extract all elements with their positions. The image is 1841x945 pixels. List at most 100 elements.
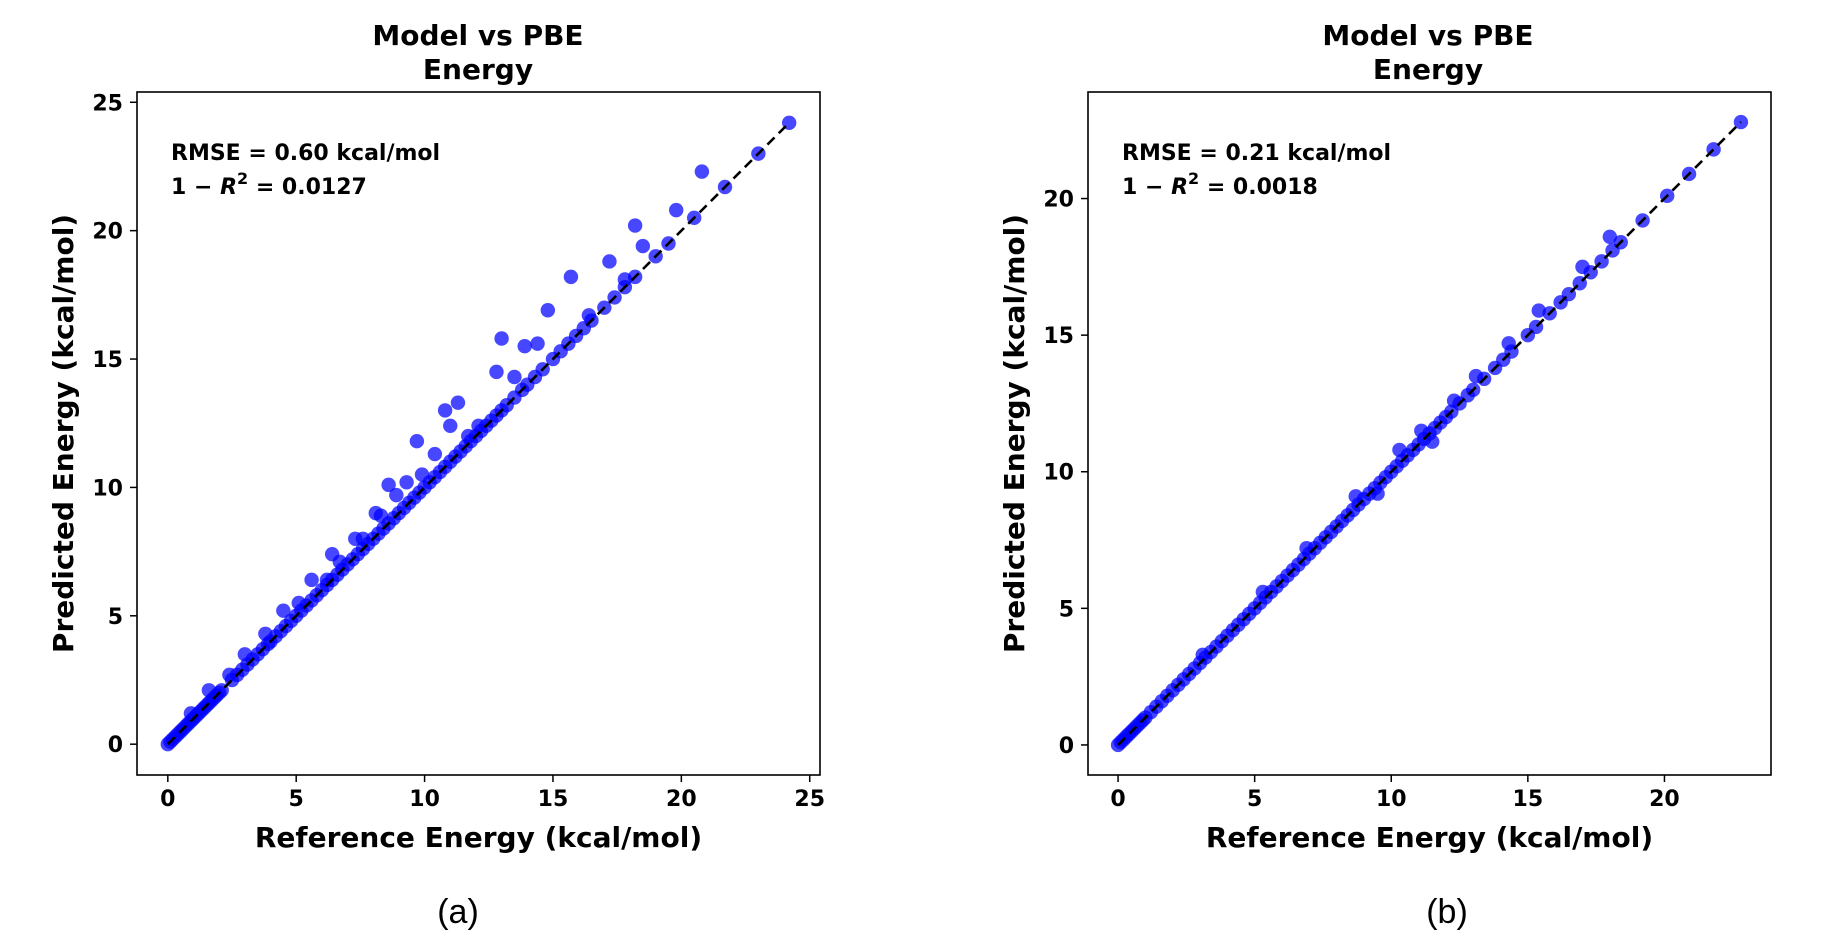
data-point-b [1468, 368, 1484, 384]
x-axis-label-a: Reference Energy (kcal/mol) [255, 821, 702, 854]
data-point-b [1414, 423, 1429, 438]
plot-frame-b [1087, 91, 1772, 776]
x-tick-label-b-0: 0 [1110, 787, 1125, 812]
data-point-b [1575, 259, 1590, 275]
data-point-a [381, 477, 396, 493]
y-tick-label-b-4: 20 [1043, 188, 1074, 213]
data-point-a [461, 428, 476, 444]
r2-superscript: 2 [237, 169, 248, 188]
data-point-b [1392, 442, 1407, 458]
data-point-b [1195, 647, 1210, 662]
y-tick-label-a-3: 15 [92, 348, 123, 373]
panel-caption-b: (b) [1426, 893, 1468, 931]
data-point-a [237, 647, 253, 662]
data-point-a [183, 706, 199, 721]
data-point-a [437, 403, 453, 418]
chart-subtitle-b: Energy [1373, 53, 1483, 86]
data-point-a [694, 164, 710, 179]
data-point-a [627, 218, 643, 233]
data-point-a [450, 395, 466, 410]
data-point-a [389, 487, 404, 503]
data-point-a [507, 369, 522, 385]
data-point-a [414, 467, 430, 482]
r2-variable: R [1171, 175, 1188, 200]
y-tick-label-b-3: 15 [1043, 324, 1074, 349]
data-point-a [617, 272, 633, 287]
data-point-a [471, 418, 486, 433]
data-point-a [304, 572, 319, 588]
x-axis-label-b: Reference Energy (kcal/mol) [1206, 821, 1653, 854]
data-point-b [1370, 486, 1385, 501]
y-tick-label-a-1: 5 [108, 605, 123, 630]
rmse-annotation-a: RMSE = 0.60 kcal/mol [171, 141, 440, 166]
data-point-a [332, 554, 348, 570]
data-point-a [563, 269, 579, 285]
data-point-a [540, 303, 556, 318]
data-point-a [494, 331, 509, 346]
chart-subtitle-a: Energy [423, 53, 533, 86]
data-point-a [222, 667, 237, 683]
data-point-b [1531, 303, 1546, 318]
data-point-a [489, 364, 504, 380]
y-axis-label-b: Predicted Energy (kcal/mol) [998, 214, 1031, 653]
data-point-b [1299, 541, 1314, 556]
y-axis-label-a: Predicted Energy (kcal/mol) [47, 214, 80, 653]
y-tick-label-b-1: 5 [1059, 597, 1074, 622]
chart-title-a: Model vs PBE [372, 19, 583, 52]
data-point-a [530, 336, 545, 351]
y-tick-label-b-0: 0 [1059, 734, 1074, 759]
data-point-b [1255, 584, 1271, 600]
identity-line-b [1117, 121, 1742, 746]
data-point-b [1425, 434, 1440, 449]
x-tick-label-b-4: 20 [1649, 787, 1680, 812]
data-point-a [581, 308, 597, 323]
y-tick-label-b-2: 10 [1043, 461, 1074, 486]
data-point-b [1501, 336, 1516, 351]
data-point-a [201, 683, 217, 698]
r2-annotation-b: 1 − R2 = 0.0018 [1122, 169, 1318, 200]
data-point-a [427, 446, 443, 462]
plot-frame-a [136, 91, 821, 776]
r2-annotation-a: 1 − R2 = 0.0127 [171, 169, 367, 200]
r2-prefix: 1 − [1122, 175, 1171, 200]
data-point-a [399, 475, 414, 490]
x-tick-label-b-2: 10 [1376, 787, 1407, 812]
data-point-a [443, 418, 458, 433]
r2-superscript: 2 [1188, 169, 1199, 188]
data-point-b [1348, 489, 1363, 504]
data-point-b [1602, 229, 1618, 244]
data-point-a [669, 202, 684, 218]
y-tick-label-a-0: 0 [108, 733, 123, 758]
r2-variable: R [220, 175, 237, 200]
data-point-b [1446, 393, 1462, 408]
data-point-a [355, 531, 371, 546]
r2-prefix: 1 − [171, 175, 220, 200]
data-point-a [409, 434, 425, 449]
x-tick-label-a-2: 10 [409, 787, 440, 812]
y-tick-label-a-5: 25 [92, 91, 123, 116]
r2-value: = 0.0127 [248, 175, 367, 200]
rmse-annotation-b: RMSE = 0.21 kcal/mol [1122, 141, 1391, 166]
x-tick-label-a-4: 20 [666, 787, 697, 812]
x-tick-label-b-3: 15 [1513, 787, 1544, 812]
data-point-a [291, 595, 306, 611]
x-tick-label-a-3: 15 [538, 787, 569, 812]
data-point-a [635, 238, 651, 254]
x-tick-label-a-1: 5 [289, 787, 304, 812]
data-point-a [373, 508, 389, 523]
data-point-a [602, 254, 617, 269]
x-tick-label-a-0: 0 [160, 787, 175, 812]
y-tick-label-a-2: 10 [92, 476, 123, 501]
data-point-a [258, 626, 273, 641]
data-point-a [517, 338, 532, 354]
data-point-a [276, 603, 291, 618]
r2-value: = 0.0018 [1199, 175, 1318, 200]
chart-title-b: Model vs PBE [1322, 19, 1533, 52]
data-point-a [319, 572, 335, 588]
x-tick-label-a-5: 25 [794, 787, 825, 812]
x-tick-label-b-1: 5 [1247, 787, 1262, 812]
